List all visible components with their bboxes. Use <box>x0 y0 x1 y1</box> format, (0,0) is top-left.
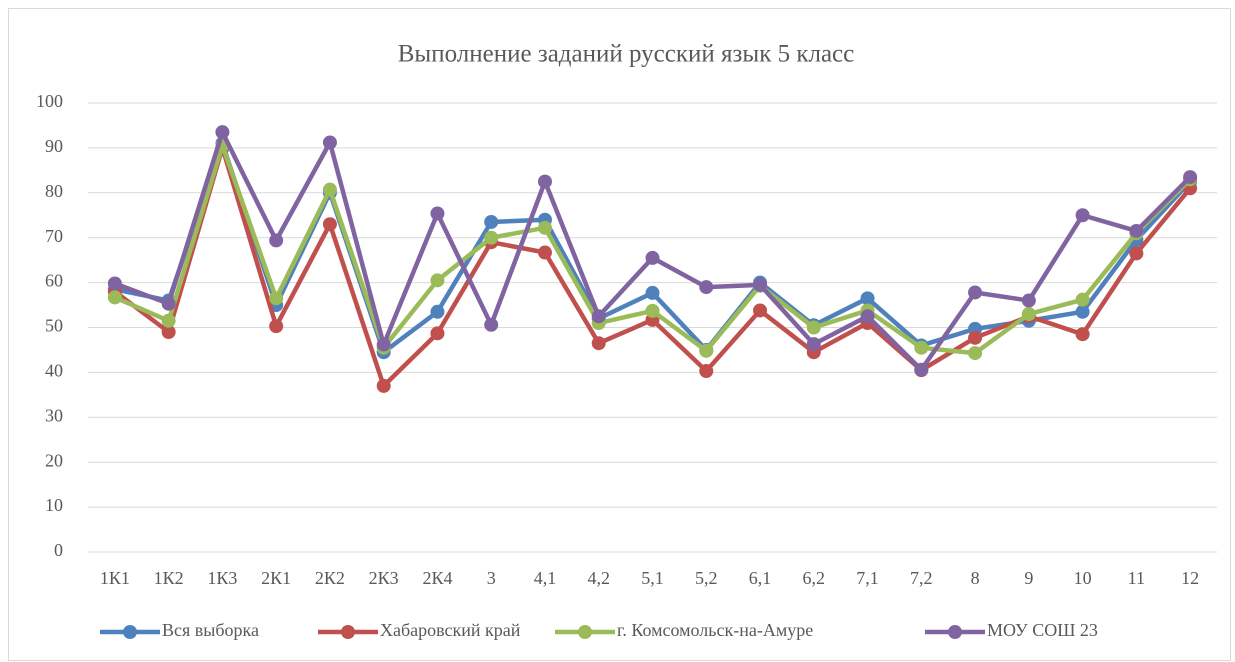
data-point <box>591 336 606 351</box>
y-tick-label: 20 <box>45 450 63 470</box>
data-point <box>484 230 499 245</box>
x-tick-label: 2К3 <box>369 568 399 588</box>
data-point <box>1129 223 1144 238</box>
data-point <box>430 326 445 341</box>
y-tick-label: 40 <box>45 361 63 381</box>
data-point <box>322 135 337 150</box>
x-tick-label: 8 <box>971 568 980 588</box>
chart-title: Выполнение заданий русский язык 5 класс <box>398 41 855 68</box>
x-tick-label: 4,2 <box>587 568 610 588</box>
data-point <box>322 217 337 232</box>
y-tick-label: 30 <box>45 405 63 425</box>
data-point <box>914 362 929 377</box>
data-point <box>1075 327 1090 342</box>
x-tick-label: 1К2 <box>154 568 184 588</box>
data-point <box>161 296 176 311</box>
x-tick-label: 5,2 <box>695 568 718 588</box>
x-tick-label: 6,2 <box>803 568 826 588</box>
legend-marker <box>578 625 592 639</box>
data-point <box>1129 246 1144 261</box>
data-point <box>645 285 660 300</box>
legend-marker <box>948 625 962 639</box>
y-tick-label: 10 <box>45 495 63 515</box>
data-point <box>1021 307 1036 322</box>
data-point <box>322 182 337 197</box>
x-tick-label: 1К3 <box>207 568 237 588</box>
data-point <box>645 250 660 265</box>
y-tick-label: 90 <box>45 136 63 156</box>
x-tick-label: 2К4 <box>422 568 452 588</box>
data-point <box>968 346 983 361</box>
x-tick-label: 3 <box>487 568 496 588</box>
data-point <box>376 337 391 352</box>
legend-marker <box>341 625 355 639</box>
legend-label: г. Комсомольск-на-Амуре <box>617 620 813 640</box>
data-point <box>968 330 983 345</box>
x-tick-label: 2К1 <box>261 568 291 588</box>
data-point <box>484 317 499 332</box>
data-point <box>484 214 499 229</box>
data-point <box>1183 170 1198 185</box>
data-point <box>806 320 821 335</box>
legend-label: Вся выборка <box>162 620 259 640</box>
data-point <box>107 290 122 305</box>
data-point <box>860 291 875 306</box>
data-point <box>269 291 284 306</box>
x-tick-label: 11 <box>1128 568 1145 588</box>
x-tick-label: 5,1 <box>641 568 664 588</box>
data-point <box>1075 208 1090 223</box>
data-point <box>430 304 445 319</box>
x-tick-label: 12 <box>1181 568 1199 588</box>
data-point <box>537 174 552 189</box>
x-tick-label: 2К2 <box>315 568 345 588</box>
data-point <box>968 285 983 300</box>
data-point <box>1075 304 1090 319</box>
x-tick-label: 4,1 <box>534 568 557 588</box>
data-point <box>537 245 552 260</box>
x-tick-label: 9 <box>1024 568 1033 588</box>
data-point <box>269 319 284 334</box>
y-tick-label: 80 <box>45 181 63 201</box>
x-tick-label: 10 <box>1074 568 1092 588</box>
data-point <box>699 280 714 295</box>
x-tick-label: 7,1 <box>856 568 879 588</box>
data-point <box>269 233 284 248</box>
x-tick-label: 6,1 <box>749 568 772 588</box>
y-tick-label: 70 <box>45 226 63 246</box>
legend-marker <box>123 625 137 639</box>
data-point <box>753 277 768 292</box>
x-tick-label: 1К1 <box>100 568 130 588</box>
data-point <box>860 309 875 324</box>
data-point <box>430 206 445 221</box>
legend-label: МОУ СОШ 23 <box>987 620 1098 640</box>
y-tick-label: 50 <box>45 316 63 336</box>
x-tick-label: 7,2 <box>910 568 933 588</box>
data-point <box>376 378 391 393</box>
data-point <box>161 324 176 339</box>
y-tick-label: 60 <box>45 271 63 291</box>
data-point <box>215 125 230 140</box>
data-point <box>591 309 606 324</box>
data-point <box>161 313 176 328</box>
data-point <box>537 220 552 235</box>
legend-label: Хабаровский край <box>380 620 521 640</box>
data-point <box>753 303 768 318</box>
data-point <box>699 343 714 358</box>
y-tick-label: 100 <box>36 91 63 111</box>
data-point <box>699 364 714 379</box>
data-point <box>645 303 660 318</box>
data-point <box>1021 293 1036 308</box>
data-point <box>806 337 821 352</box>
data-point <box>1075 292 1090 307</box>
data-point <box>430 273 445 288</box>
data-point <box>914 340 929 355</box>
y-tick-label: 0 <box>54 540 63 560</box>
data-point <box>107 276 122 291</box>
